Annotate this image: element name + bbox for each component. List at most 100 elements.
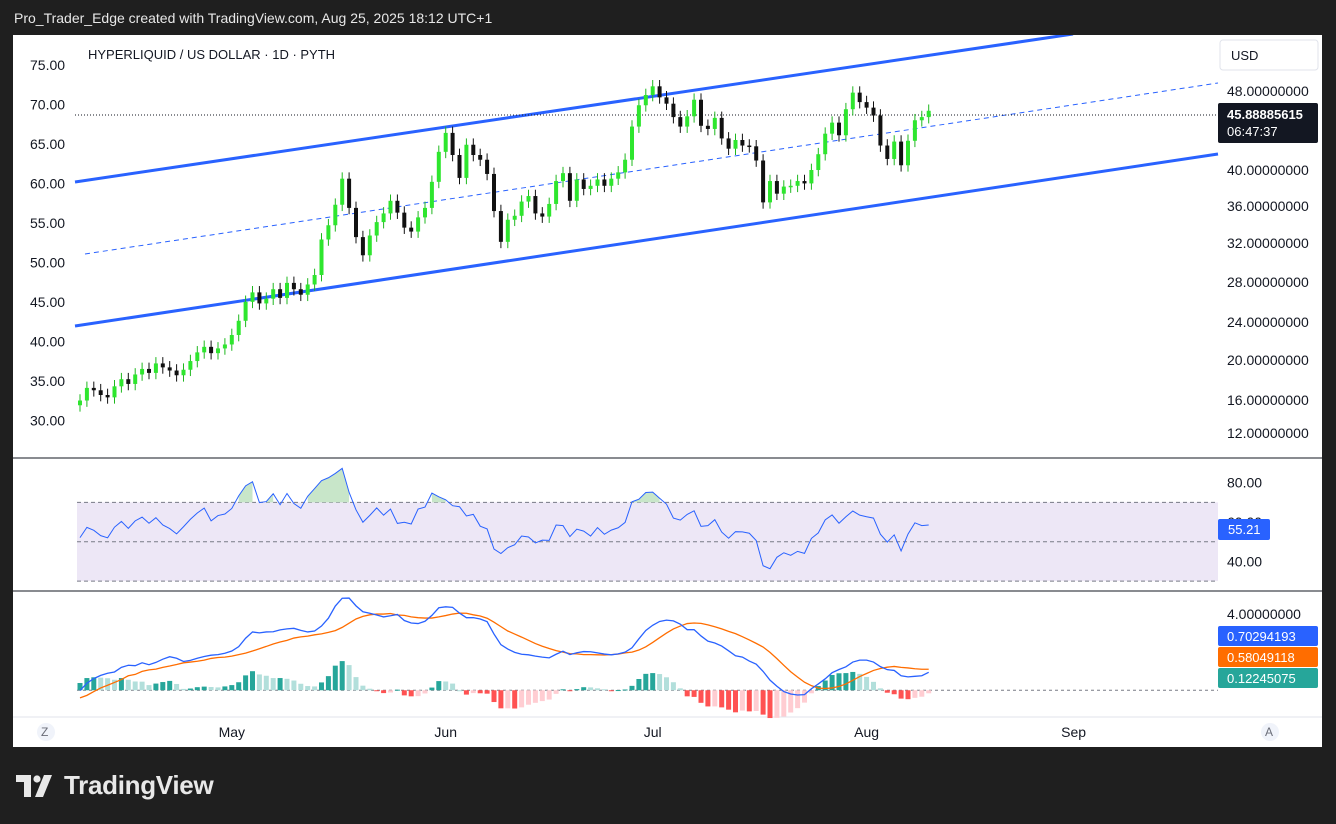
macd-histogram-bar xyxy=(802,690,807,703)
macd-histogram-bar xyxy=(291,680,297,691)
macd-histogram-bar xyxy=(629,685,635,691)
rsi-line xyxy=(79,467,929,570)
macd-histogram-bar xyxy=(422,690,428,694)
candle-body xyxy=(636,105,641,127)
candles xyxy=(78,80,931,412)
macd-histogram-bar xyxy=(174,683,180,691)
rsi-last-value: 55.21 xyxy=(1228,522,1261,537)
macd-histogram-bar xyxy=(401,690,407,696)
candle-body xyxy=(809,170,814,184)
macd-histogram-bar xyxy=(746,690,752,712)
macd-histogram-bar xyxy=(567,690,573,692)
macd-histogram-bar xyxy=(491,690,497,703)
macd-histogram-bar xyxy=(753,690,759,711)
macd-histogram-bar xyxy=(332,665,338,691)
chart-svg[interactable]: 75.00 70.00 65.00 60.00 55.00 50.00 45.00 40.00… xyxy=(13,35,1322,747)
macd-histogram-bar xyxy=(125,679,131,691)
candle-body xyxy=(843,109,848,136)
price-tick-label: 45.00 xyxy=(30,294,65,310)
candle-body xyxy=(719,117,724,139)
macd-histogram-bar xyxy=(608,690,614,692)
signal-last-value: 0.58049118 xyxy=(1227,650,1295,665)
macd-histogram-bar xyxy=(898,690,904,699)
macd-histogram-bar xyxy=(808,690,814,694)
candle-body xyxy=(581,179,586,189)
macd-histogram-bar xyxy=(167,680,173,691)
right-axis-tick-label: 16.00000000 xyxy=(1227,392,1309,408)
channel-lower-line xyxy=(74,152,1219,328)
z-button[interactable]: Z xyxy=(37,723,55,741)
candle-body xyxy=(567,173,572,201)
right-axis-tick-label: 48.00000000 xyxy=(1227,83,1309,99)
macd-histogram-bar xyxy=(795,690,801,709)
price-tick-label: 65.00 xyxy=(30,136,65,152)
macd-histogram-bar xyxy=(381,690,387,694)
macd-histogram-bar xyxy=(312,686,318,691)
macd-histogram-bar xyxy=(353,677,359,691)
macd-histogram-bar xyxy=(877,688,883,691)
macd-histogram-bar xyxy=(98,677,104,691)
currency-button[interactable]: USD xyxy=(1219,39,1319,71)
candle-body xyxy=(84,387,89,401)
macd-histogram-bar xyxy=(256,674,262,691)
candle-body xyxy=(395,200,400,213)
macd-histogram-bar xyxy=(850,671,856,691)
chart-caption: Pro_Trader_Edge created with TradingView… xyxy=(14,10,493,26)
macd-histogram-bar xyxy=(450,683,456,691)
candle-body xyxy=(774,181,779,194)
macd-histogram-bar xyxy=(118,678,124,691)
candle-body xyxy=(126,379,131,384)
macd-histogram-bar xyxy=(532,690,538,703)
last-price-badge: 45.88885615 06:47:37 xyxy=(1218,103,1318,143)
candle-body xyxy=(464,144,469,178)
macd-histogram-bar xyxy=(270,678,276,691)
macd-histogram-bar xyxy=(243,675,249,691)
candle-body xyxy=(257,292,262,304)
candle-body xyxy=(312,275,317,285)
rsi-tick-label: 80.00 xyxy=(1227,475,1262,491)
auto-scale-button[interactable]: A xyxy=(1261,723,1279,741)
right-axis-tick-label: 28.00000000 xyxy=(1227,274,1309,290)
macd-histogram-bar xyxy=(498,690,504,709)
chart-panel[interactable]: 75.00 70.00 65.00 60.00 55.00 50.00 45.00 40.00… xyxy=(13,35,1322,747)
candle-body xyxy=(133,374,138,384)
macd-histogram-bar xyxy=(843,673,849,691)
macd-pane xyxy=(77,597,1218,719)
macd-histogram-bar xyxy=(160,682,166,691)
signal-line xyxy=(79,612,929,699)
macd-histogram-bar xyxy=(539,690,545,702)
candle-body xyxy=(250,292,255,302)
macd-histogram-bar xyxy=(615,690,621,692)
candle-body xyxy=(271,289,276,299)
candle-body xyxy=(823,133,828,155)
candle-body xyxy=(678,117,683,127)
candle-body xyxy=(409,227,414,232)
candle-body xyxy=(705,125,710,129)
macd-histogram-bar xyxy=(367,688,373,691)
price-tick-label: 60.00 xyxy=(30,175,65,191)
macd-histogram-bar xyxy=(726,690,732,710)
regression-channel[interactable] xyxy=(74,35,1219,328)
price-tick-label: 30.00 xyxy=(30,412,65,428)
candle-body xyxy=(616,172,621,179)
macd-histogram-bar xyxy=(325,676,331,691)
macd-histogram-bar xyxy=(250,671,255,691)
macd-histogram-bar xyxy=(319,682,324,691)
candle-body xyxy=(602,179,607,186)
chart-title: HYPERLIQUID / US DOLLAR · 1D · PYTH xyxy=(88,47,335,62)
candle-body xyxy=(740,140,745,146)
candle-body xyxy=(830,122,835,134)
macd-histogram-bar xyxy=(546,690,552,700)
macd-histogram-bar xyxy=(201,686,207,691)
macd-histogram-bar xyxy=(388,690,393,693)
macd-histogram-bar xyxy=(767,690,773,719)
candle-body xyxy=(381,213,386,223)
candle-body xyxy=(540,213,545,217)
last-price-value: 45.88885615 xyxy=(1227,107,1303,122)
month-tick-label: Sep xyxy=(1061,724,1086,740)
macd-histogram-bar xyxy=(187,688,193,691)
macd-histogram-bar xyxy=(622,689,628,691)
candle-body xyxy=(574,179,579,201)
macd-histogram-bar xyxy=(484,690,490,694)
histogram-last-value: 0.12245075 xyxy=(1227,671,1296,686)
